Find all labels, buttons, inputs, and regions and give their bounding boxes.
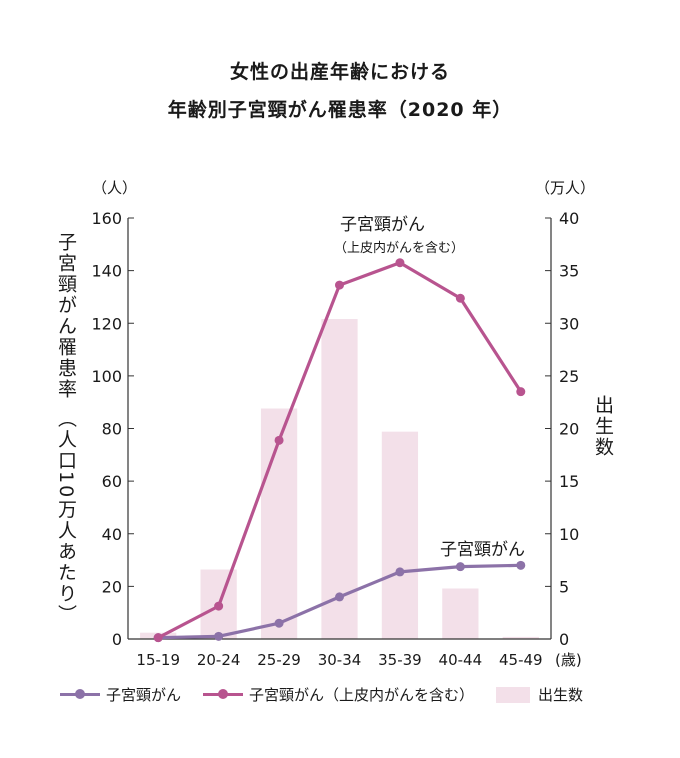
legend-item-cervical: 子宮頸がん bbox=[60, 684, 181, 705]
births-bar bbox=[442, 588, 479, 639]
series-point bbox=[335, 592, 344, 602]
legend-label-births: 出生数 bbox=[538, 686, 584, 704]
series-point bbox=[153, 633, 163, 643]
series-point bbox=[214, 631, 224, 641]
y-left-tick-label: 60 bbox=[102, 472, 122, 491]
y-right-tick-label: 10 bbox=[559, 525, 579, 544]
series-point bbox=[335, 280, 344, 290]
y-left-tick-label: 80 bbox=[102, 420, 122, 439]
y-right-tick-label: 15 bbox=[559, 472, 579, 491]
chart-labels: 0 20 40 60 80 100 120 140 160 0 5 10 15 20 25 30 35 40 15-… bbox=[91, 179, 595, 669]
y-left-tick-label: 0 bbox=[112, 630, 122, 649]
x-tick-label: 35-39 bbox=[378, 651, 422, 669]
chart-canvas: 0 20 40 60 80 100 120 140 160 0 5 10 15 20 25 30 35 40 15-… bbox=[91, 179, 595, 669]
y-right-tick-label: 40 bbox=[559, 209, 579, 228]
y-left-unit: （人） bbox=[92, 179, 137, 197]
x-tick-label: 30-34 bbox=[318, 651, 362, 669]
legend-swatch-births bbox=[496, 686, 531, 703]
legend-swatch-cervical-cis bbox=[203, 689, 244, 699]
chart-title-line2: 年齢別子宮頸がん罹患率（2020 年） bbox=[167, 99, 513, 121]
y-right-tick-label: 0 bbox=[559, 630, 569, 649]
legend-label-cervical-cis: 子宮頸がん（上皮内がんを含む） bbox=[249, 686, 475, 704]
y-left-tick-label: 100 bbox=[91, 367, 122, 386]
series-point bbox=[516, 387, 526, 397]
y-right-tick-label: 5 bbox=[559, 577, 569, 596]
x-tick-label: 25-29 bbox=[257, 651, 301, 669]
chart-title-line1: 女性の出産年齢における bbox=[229, 61, 450, 83]
chart-legend: 子宮頸がん 子宮頸がん（上皮内がんを含む） 出生数 bbox=[60, 684, 605, 705]
series-point bbox=[214, 601, 224, 611]
series-point bbox=[516, 560, 526, 570]
x-tick-label: 45-49 bbox=[499, 651, 543, 669]
series-point bbox=[395, 567, 405, 577]
births-bar bbox=[381, 431, 419, 639]
y-right-tick-label: 25 bbox=[559, 367, 579, 386]
annotation-cervical-cis-line1: 子宮頸がん bbox=[340, 215, 425, 235]
y-axis-left-label: 子宮頸がん罹患率 （人口10万人あたり） bbox=[55, 232, 77, 626]
y-left-tick-label: 140 bbox=[91, 262, 122, 281]
series-point bbox=[395, 258, 405, 268]
y-right-tick-label: 20 bbox=[559, 420, 579, 439]
series-point bbox=[455, 293, 465, 303]
legend-item-cervical-cis: 子宮頸がん（上皮内がんを含む） bbox=[203, 684, 474, 705]
legend-swatch-cervical bbox=[60, 689, 100, 699]
births-bar bbox=[502, 636, 539, 639]
births-bars bbox=[140, 319, 539, 639]
y-left-tick-label: 20 bbox=[102, 577, 122, 596]
births-bar bbox=[321, 319, 358, 639]
births-bar bbox=[260, 408, 298, 639]
y-right-tick-label: 35 bbox=[559, 262, 579, 281]
y-right-unit: （万人） bbox=[535, 179, 595, 197]
series-point bbox=[274, 618, 284, 628]
y-axis-right-label: 出生数 bbox=[592, 395, 614, 458]
series-point bbox=[455, 562, 465, 572]
x-tick-label: 15-19 bbox=[136, 651, 180, 669]
y-left-tick-label: 160 bbox=[91, 209, 122, 228]
x-tick-label: 20-24 bbox=[197, 651, 241, 669]
y-left-tick-label: 40 bbox=[102, 525, 122, 544]
y-right-tick-label: 30 bbox=[559, 314, 579, 333]
annotation-cervical-cis-line2: （上皮内がんを含む） bbox=[334, 240, 464, 256]
chart-lines bbox=[153, 258, 526, 643]
legend-label-cervical: 子宮頸がん bbox=[106, 686, 182, 704]
legend-item-births: 出生数 bbox=[496, 684, 583, 705]
y-left-tick-label: 120 bbox=[91, 314, 122, 333]
x-axis-unit: (歳) bbox=[555, 651, 582, 669]
series-point bbox=[274, 435, 284, 445]
annotation-cervical: 子宮頸がん bbox=[440, 540, 525, 560]
chart-axes bbox=[127, 217, 552, 640]
x-tick-label: 40-44 bbox=[439, 651, 483, 669]
